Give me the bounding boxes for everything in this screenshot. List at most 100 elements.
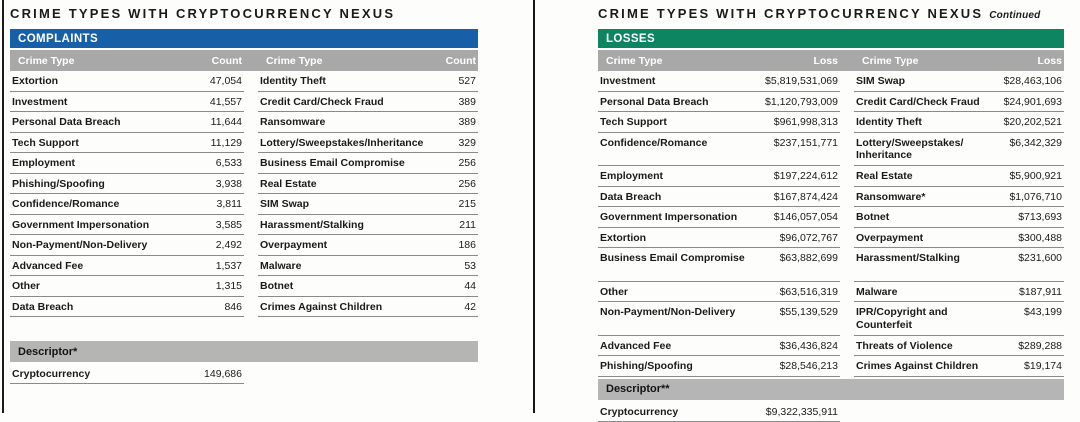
amount-cell: 6,533 <box>174 153 244 174</box>
crime-type-cell: Ransomware <box>258 112 426 133</box>
table-row: Personal Data Breach 11,644 Ransomware 389 <box>10 112 478 133</box>
amount-cell: $167,874,424 <box>748 187 840 207</box>
crime-type-cell: Investment <box>598 71 748 92</box>
crime-type-cell: Malware <box>854 282 992 302</box>
amount-cell: $197,224,612 <box>748 166 840 187</box>
crime-type-cell: Non-Payment/Non-Delivery <box>10 235 174 256</box>
table-row: Investment 41,557 Credit Card/Check Fraud 3… <box>10 92 478 112</box>
crime-type-cell: Confidence/Romance <box>10 194 174 215</box>
amount-cell: 42 <box>426 297 478 317</box>
table-row: Extortion $96,072,767 Overpayment $300,488 <box>598 228 1064 248</box>
crime-type-cell: Real Estate <box>854 166 992 187</box>
crime-type-cell: Tech Support <box>10 133 174 153</box>
table-row: Tech Support $961,998,313 Identity Theft $2… <box>598 112 1064 133</box>
column-header-count: Count <box>211 54 242 67</box>
column-header-crime-type: Crime Type <box>606 54 663 67</box>
table-row: Tech Support 11,129 Lottery/Sweepstakes/In… <box>10 133 478 153</box>
table-row: Employment $197,224,612 Real Estate $5,900,… <box>598 166 1064 187</box>
column-header-loss: Loss <box>813 54 838 67</box>
descriptor-crime-type-cell: Cryptocurrency <box>10 362 174 384</box>
amount-cell: 211 <box>426 215 478 235</box>
complaints-title-text: CRIME TYPES WITH CRYPTOCURRENCY NEXUS <box>10 6 396 21</box>
crime-type-cell: Government Impersonation <box>10 215 174 235</box>
column-header-crime-type: Crime Type <box>862 54 919 67</box>
descriptor-crime-type-cell: Cryptocurrency <box>598 400 748 422</box>
table-row: Data Breach $167,874,424 Ransomware* $1,076… <box>598 187 1064 207</box>
amount-cell: 11,129 <box>174 133 244 153</box>
table-row: Phishing/Spoofing 3,938 Real Estate 256 <box>10 174 478 194</box>
amount-cell: $289,288 <box>992 336 1064 356</box>
crime-type-cell: Botnet <box>854 207 992 228</box>
page-left-border <box>2 0 4 413</box>
crime-type-cell: Confidence/Romance <box>598 133 748 166</box>
amount-cell: $713,693 <box>992 207 1064 228</box>
amount-cell: 186 <box>426 235 478 256</box>
amount-cell: $5,900,921 <box>992 166 1064 187</box>
crime-type-cell: Lottery/Sweepstakes/ Inheritance <box>854 133 992 166</box>
table-row: Non-Payment/Non-Delivery 2,492 Overpayment… <box>10 235 478 256</box>
table-row: Business Email Compromise $63,882,699 Hara… <box>598 248 1064 282</box>
table-row: Advanced Fee 1,537 Malware 53 <box>10 256 478 276</box>
complaints-descriptor-row: Cryptocurrency 149,686 <box>10 362 478 384</box>
losses-panel: CRIME TYPES WITH CRYPTOCURRENCY NEXUS Con… <box>598 4 1064 422</box>
amount-cell: $28,463,106 <box>992 71 1064 92</box>
crime-type-cell: Advanced Fee <box>10 256 174 276</box>
amount-cell: $231,600 <box>992 248 1064 282</box>
amount-cell: 3,585 <box>174 215 244 235</box>
crime-type-cell: Phishing/Spoofing <box>10 174 174 194</box>
table-row: Other $63,516,319 Malware $187,911 <box>598 282 1064 302</box>
amount-cell: 527 <box>426 71 478 92</box>
descriptor-count-cell: 149,686 <box>174 362 244 384</box>
table-row: Advanced Fee $36,436,824 Threats of Violen… <box>598 336 1064 356</box>
amount-cell: $1,120,793,009 <box>748 92 840 112</box>
complaints-section-label: COMPLAINTS <box>18 32 99 45</box>
crime-type-cell: Ransomware* <box>854 187 992 207</box>
amount-cell: 44 <box>426 276 478 297</box>
crime-type-cell: Advanced Fee <box>598 336 748 356</box>
amount-cell: 3,811 <box>174 194 244 215</box>
crime-type-cell: Other <box>10 276 174 297</box>
amount-cell: 1,537 <box>174 256 244 276</box>
crime-type-cell: Government Impersonation <box>598 207 748 228</box>
descriptor-loss-cell: $9,322,335,911 <box>748 400 840 422</box>
losses-title-continued: Continued <box>989 10 1041 21</box>
amount-cell: $28,546,213 <box>748 356 840 377</box>
crime-type-cell: Crimes Against Children <box>258 297 426 317</box>
crime-type-cell: SIM Swap <box>854 71 992 92</box>
crime-type-cell: Real Estate <box>258 174 426 194</box>
losses-section-label: LOSSES <box>606 32 656 45</box>
table-row: Government Impersonation $146,057,054 Botn… <box>598 207 1064 228</box>
amount-cell: $63,882,699 <box>748 248 840 282</box>
table-row: Confidence/Romance $237,151,771 Lottery/Sw… <box>598 133 1064 166</box>
crime-type-cell: Threats of Violence <box>854 336 992 356</box>
losses-title: CRIME TYPES WITH CRYPTOCURRENCY NEXUS Con… <box>598 6 1064 21</box>
table-row: Confidence/Romance 3,811 SIM Swap 215 <box>10 194 478 215</box>
crime-type-cell: Overpayment <box>258 235 426 256</box>
amount-cell: 1,315 <box>174 276 244 297</box>
amount-cell: $300,488 <box>992 228 1064 248</box>
crime-type-cell: Identity Theft <box>258 71 426 92</box>
crime-type-cell: Botnet <box>258 276 426 297</box>
losses-descriptor-row: Cryptocurrency $9,322,335,911 <box>598 400 1064 422</box>
amount-cell: $5,819,531,069 <box>748 71 840 92</box>
crime-type-cell: Overpayment <box>854 228 992 248</box>
amount-cell: $43,199 <box>992 302 1064 336</box>
amount-cell: $96,072,767 <box>748 228 840 248</box>
amount-cell: 215 <box>426 194 478 215</box>
panel-divider <box>533 0 535 413</box>
crime-type-cell: Other <box>598 282 748 302</box>
crime-type-cell: Extortion <box>598 228 748 248</box>
complaints-title: CRIME TYPES WITH CRYPTOCURRENCY NEXUS <box>10 6 478 21</box>
complaints-panel: CRIME TYPES WITH CRYPTOCURRENCY NEXUS CO… <box>10 4 478 384</box>
table-row: Phishing/Spoofing $28,546,213 Crimes Again… <box>598 356 1064 377</box>
amount-cell: $36,436,824 <box>748 336 840 356</box>
column-header-crime-type: Crime Type <box>266 54 323 67</box>
amount-cell: 389 <box>426 112 478 133</box>
amount-cell: 389 <box>426 92 478 112</box>
losses-rows: Investment $5,819,531,069 SIM Swap $28,463,… <box>598 71 1064 377</box>
crime-type-cell: Harassment/Stalking <box>258 215 426 235</box>
amount-cell: 11,644 <box>174 112 244 133</box>
amount-cell: 846 <box>174 297 244 317</box>
crime-type-cell: Identity Theft <box>854 112 992 133</box>
crime-type-cell: SIM Swap <box>258 194 426 215</box>
